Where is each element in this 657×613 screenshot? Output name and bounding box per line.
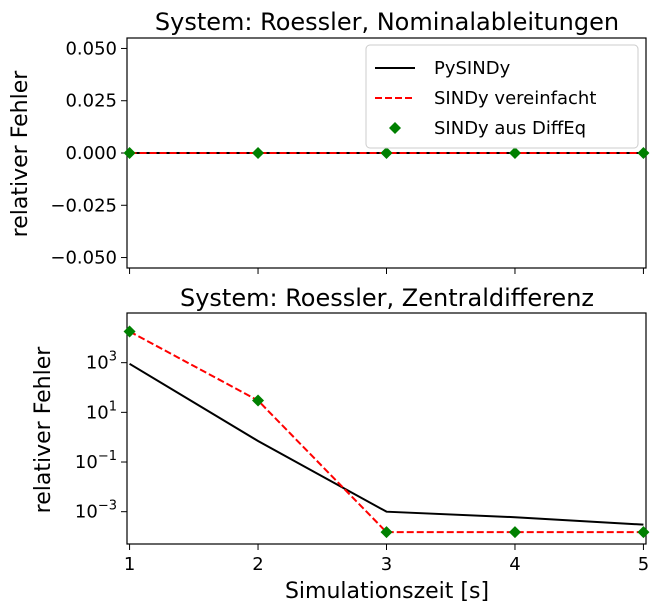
top-panel-marker-sindy-aus-diffeq: [637, 147, 650, 159]
top-panel-y-tick-label: 0.025: [65, 91, 117, 112]
bottom-panel-title: System: Roessler, Zentraldifferenz: [180, 284, 594, 312]
bottom-panel-marker-sindy-aus-diffeq: [380, 526, 393, 539]
bottom-panel-markers: [123, 325, 650, 539]
legend-box: [365, 44, 639, 149]
bottom-panel-marker-sindy-aus-diffeq: [508, 526, 521, 539]
top-panel-y-tick-label: −0.025: [50, 195, 117, 216]
top-panel-marker-sindy-aus-diffeq: [508, 147, 521, 159]
top-panel-marker-sindy-aus-diffeq: [252, 147, 265, 159]
bottom-panel-plot-area: [126, 312, 647, 545]
bottom-panel-x-tick-label: 4: [509, 554, 520, 575]
top-panel-y-axis-label: relativer Fehler: [8, 70, 33, 238]
bottom-panel-x-ticks: 1 2 3 4 5: [124, 544, 649, 575]
bottom-panel-x-tick-label: 1: [124, 554, 135, 575]
top-panel-x-ticks: [129, 268, 644, 274]
bottom-panel-y-tick-label: 10−1: [75, 449, 117, 473]
top-panel: System: Roessler, Nominalableitungen rel…: [8, 8, 650, 274]
top-panel-marker-sindy-aus-diffeq: [380, 147, 393, 159]
bottom-panel-marker-sindy-aus-diffeq: [252, 394, 265, 407]
top-panel-marker-sindy-aus-diffeq: [123, 147, 136, 159]
bottom-panel-x-tick-label: 2: [252, 554, 263, 575]
bottom-panel-x-axis-label: Simulationszeit [s]: [285, 579, 489, 604]
top-panel-y-tick-label: −0.050: [50, 248, 117, 269]
bottom-panel: System: Roessler, Zentraldifferenz relat…: [31, 284, 650, 604]
legend-label-pysindy: PySINDy: [434, 58, 511, 79]
bottom-panel-x-tick-label: 3: [381, 554, 392, 575]
legend-label-sindy-vereinfacht: SINDy vereinfacht: [434, 88, 596, 109]
bottom-panel-series: [129, 330, 644, 534]
top-panel-title: System: Roessler, Nominalableitungen: [155, 8, 619, 36]
bottom-panel-series-pysindy: [129, 362, 644, 526]
bottom-panel-marker-sindy-aus-diffeq: [637, 526, 650, 539]
legend: PySINDy SINDy vereinfacht SINDy aus Diff…: [365, 44, 639, 149]
legend-swatch-sindy-aus-diffeq: [389, 122, 401, 134]
bottom-panel-y-ticks: 103 101 10−1 10−3: [75, 350, 127, 523]
bottom-panel-y-axis-label: relativer Fehler: [31, 346, 56, 514]
top-panel-markers: [123, 147, 650, 159]
top-panel-y-tick-label: 0.050: [65, 38, 117, 59]
bottom-panel-y-tick-label: 101: [86, 399, 117, 423]
top-panel-y-tick-label: 0.000: [65, 143, 117, 164]
bottom-panel-y-tick-label: 103: [86, 350, 117, 374]
bottom-panel-y-tick-label: 10−3: [75, 499, 117, 523]
bottom-panel-x-tick-label: 5: [638, 554, 649, 575]
legend-label-sindy-aus-diffeq: SINDy aus DiffEq: [434, 118, 586, 139]
top-panel-y-ticks: 0.050 0.025 0.000 −0.025 −0.050: [50, 38, 127, 269]
bottom-panel-series-sindy-vereinfacht: [129, 330, 644, 534]
bottom-panel-marker-sindy-aus-diffeq: [123, 325, 136, 338]
